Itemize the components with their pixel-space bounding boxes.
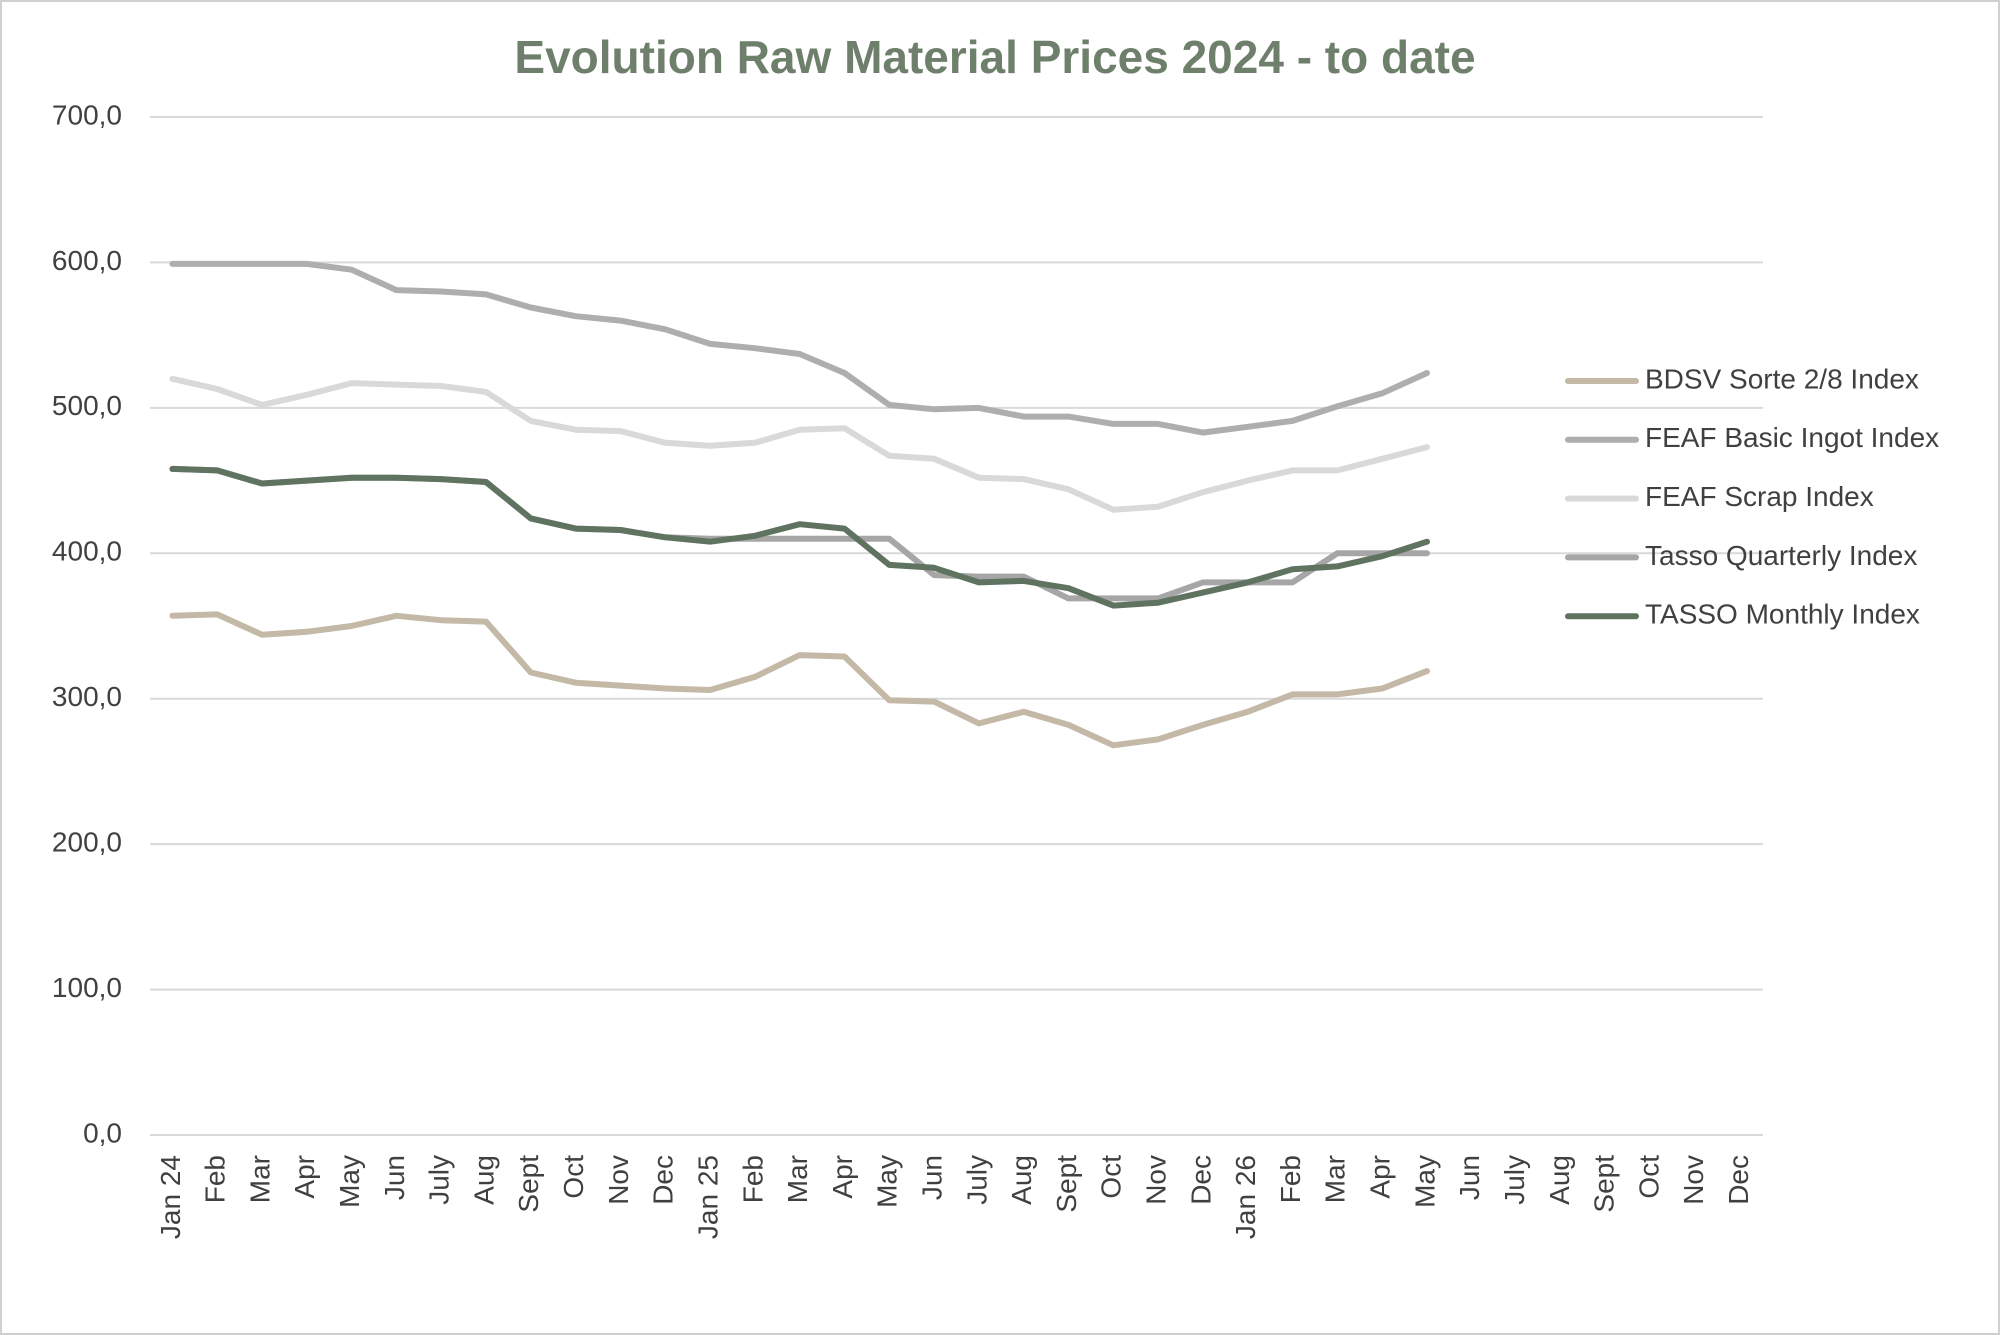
x-tick-label: Aug: [1006, 1155, 1037, 1205]
x-tick-label: Apr: [1365, 1155, 1396, 1199]
x-tick-label: Oct: [1633, 1155, 1664, 1199]
x-tick-label: Jun: [379, 1155, 410, 1200]
x-tick-label: May: [1409, 1155, 1440, 1208]
x-tick-label: Dec: [648, 1155, 679, 1205]
x-tick-label: Sept: [513, 1155, 544, 1213]
series-line: [169, 611, 1430, 749]
x-tick-label: Dec: [1723, 1155, 1754, 1205]
x-tick-label: Jan 24: [155, 1155, 186, 1239]
x-tick-label: May: [872, 1155, 903, 1208]
legend-label: TASSO Monthly Index: [1645, 599, 1920, 630]
x-tick-label: Dec: [1185, 1155, 1216, 1205]
x-tick-label: Nov: [1141, 1155, 1172, 1205]
series-line: [169, 375, 1430, 513]
y-tick-label: 200,0: [52, 827, 122, 858]
x-tick-label: Apr: [827, 1155, 858, 1199]
x-tick-label: July: [1499, 1155, 1530, 1205]
x-tick-label: May: [334, 1155, 365, 1208]
x-tick-label: Apr: [289, 1155, 320, 1199]
y-tick-label: 700,0: [52, 99, 122, 130]
x-tick-label: Jan 26: [1230, 1155, 1261, 1239]
x-tick-label: Mar: [782, 1155, 813, 1203]
chart-title: Evolution Raw Material Prices 2024 - to …: [514, 31, 1475, 83]
legend-label: Tasso Quarterly Index: [1645, 540, 1917, 571]
x-tick-label: Aug: [1544, 1155, 1575, 1205]
x-tick-label: Oct: [558, 1155, 589, 1199]
y-tick-label: 300,0: [52, 681, 122, 712]
legend-label: FEAF Scrap Index: [1645, 481, 1874, 512]
x-tick-label: Nov: [603, 1155, 634, 1205]
x-tick-label: July: [424, 1155, 455, 1205]
x-tick-label: Nov: [1678, 1155, 1709, 1205]
x-tick-label: Jun: [1454, 1155, 1485, 1200]
x-tick-label: Sept: [1051, 1155, 1082, 1213]
x-tick-label: Jan 25: [692, 1155, 723, 1239]
series-line: [169, 465, 1430, 609]
legend-label: FEAF Basic Ingot Index: [1645, 422, 1939, 453]
y-tick-label: 500,0: [52, 390, 122, 421]
x-tick-label: Mar: [1320, 1155, 1351, 1203]
x-tick-label: Mar: [244, 1155, 275, 1203]
x-tick-label: Feb: [200, 1155, 231, 1203]
y-tick-label: 0,0: [83, 1117, 122, 1148]
x-tick-label: Sept: [1589, 1155, 1620, 1213]
y-tick-label: 600,0: [52, 245, 122, 276]
x-tick-label: July: [961, 1155, 992, 1205]
y-tick-label: 400,0: [52, 536, 122, 567]
legend-label: BDSV Sorte 2/8 Index: [1645, 363, 1919, 394]
x-tick-label: Oct: [1096, 1155, 1127, 1199]
x-tick-label: Aug: [468, 1155, 499, 1205]
x-tick-label: Feb: [1275, 1155, 1306, 1203]
x-tick-label: Feb: [737, 1155, 768, 1203]
x-tick-label: Jun: [916, 1155, 947, 1200]
series-line: [169, 260, 1430, 436]
y-tick-label: 100,0: [52, 972, 122, 1003]
